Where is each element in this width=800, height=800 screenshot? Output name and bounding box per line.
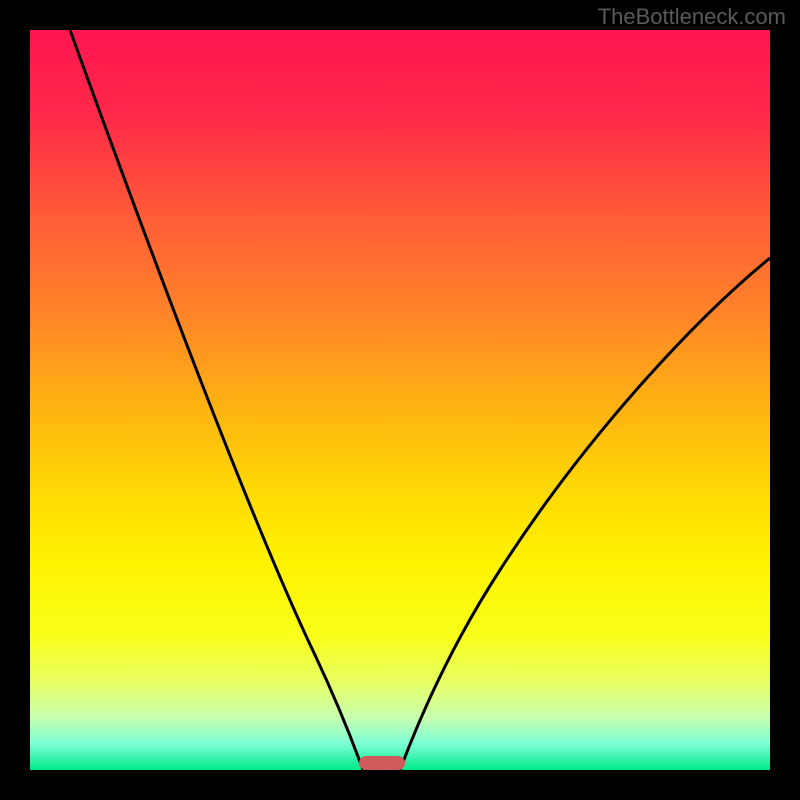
valley-marker [359, 756, 405, 770]
plot-area [30, 30, 770, 770]
chart-container: TheBottleneck.com [0, 0, 800, 800]
left-curve [70, 30, 363, 770]
watermark-text: TheBottleneck.com [598, 4, 786, 30]
curve-layer [30, 30, 770, 770]
right-curve [400, 258, 770, 770]
